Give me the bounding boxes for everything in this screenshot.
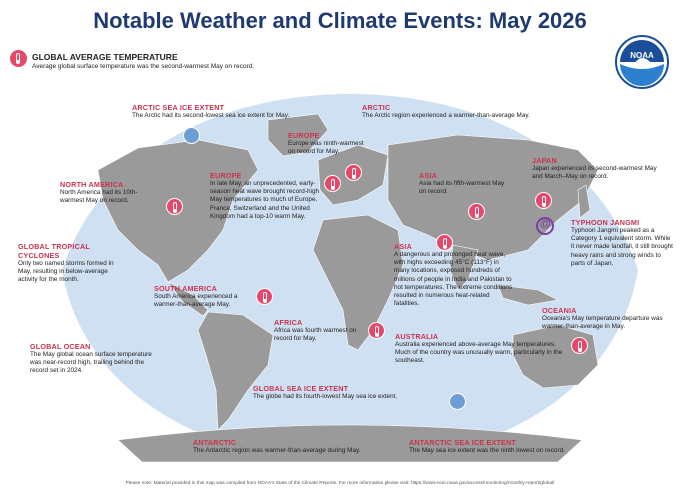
arctic-label: ARCTIC The Arctic region experienced a w… [362,103,572,120]
africa-temperature-icon [368,322,385,339]
tropical-cyclones-text: Only two named storms formed in May, res… [18,260,114,284]
japan-text: Japan experienced its second-warmest May… [532,165,657,181]
australia-label: AUSTRALIA Australia experienced above-av… [395,332,565,366]
global-temperature-icon [10,50,27,67]
africa-text: Africa was fourth warmest on record for … [274,327,357,343]
arctic-sea-ice-icon [183,127,200,144]
arctic-sea-ice-label: ARCTIC SEA ICE EXTENT The Arctic had its… [132,103,332,120]
arctic-sea-ice-heading: ARCTIC SEA ICE EXTENT [132,103,225,112]
tropical-cyclones-label: GLOBAL TROPICAL CYCLONES Only two named … [18,242,126,285]
oceania-label: OCEANIA Oceania's May temperature depart… [542,306,666,331]
asia-top-label: ASIA Asia had its fifth-warmest May on r… [419,171,511,196]
japan-heading: JAPAN [532,156,557,165]
europe-top-label: EUROPE Europe was ninth-warmest on recor… [288,131,366,156]
asia-heatwave-text: A dangerous and prolonged heat wave, wit… [394,251,513,308]
arctic-text: The Arctic region experienced a warmer-t… [362,112,530,119]
indonesia [497,284,559,306]
oceania-heading: OCEANIA [542,306,577,315]
europe-top-text: Europe was ninth-warmest on record for M… [288,140,364,156]
japan-temperature-icon [535,192,552,209]
antarctic-label: ANTARCTIC The Antarctic region was warme… [193,438,393,455]
asia-heatwave-label: ASIA A dangerous and prolonged heat wave… [394,242,516,308]
india-heatwave-icon [436,234,453,251]
oceania-temperature-icon [571,337,588,354]
global-sea-ice-heading: GLOBAL SEA ICE EXTENT [253,384,349,393]
africa [312,214,404,351]
europe-temperature-icon [345,164,362,181]
south-america-label: SOUTH AMERICA South America experienced … [154,284,260,309]
antarctic-sea-ice-text: The May sea ice extent was the ninth low… [409,447,565,454]
south-america-heading: SOUTH AMERICA [154,284,218,293]
north-america-text: North America had its 10th-warmest May o… [60,189,138,205]
europe-heatwave-label: EUROPE In late May, an unprecedented, ea… [210,171,330,221]
antarctic-heading: ANTARCTIC [193,438,237,447]
page-title: Notable Weather and Climate Events: May … [93,8,587,33]
global-ocean-text: The May global ocean surface temperature… [30,351,152,375]
typhoon-label: TYPHOON JANGMI Typhoon Jangmi peaked as … [571,218,675,268]
arctic-heading: ARCTIC [362,103,391,112]
africa-label: AFRICA Africa was fourth warmest on reco… [274,318,366,343]
central-america [167,281,209,317]
africa-heading: AFRICA [274,318,303,327]
antarctic-text: The Antarctic region was warmer-than-ave… [193,447,361,454]
arctic-sea-ice-text: The Arctic had its second-lowest sea ice… [132,112,290,119]
south-america-text: South America experienced a warmer-than-… [154,293,238,309]
typhoon-heading: TYPHOON JANGMI [571,218,640,227]
global-sea-ice-text: The globe had its fourth-lowest May sea … [253,393,398,400]
europe-heatwave-text: In late May, an unprecedented, early-sea… [210,180,320,220]
australia-heading: AUSTRALIA [395,332,439,341]
europe-heatwave-icon [324,175,341,192]
asia-top-text: Asia had its fifth-warmest May on record… [419,180,505,196]
europe-top-heading: EUROPE [288,131,320,140]
global-temperature-text: Average global surface temperature was t… [32,63,255,70]
asia-temperature-icon [468,203,485,220]
tropical-cyclones-heading: GLOBAL TROPICAL CYCLONES [18,242,90,260]
greenland [267,113,329,157]
australia-text: Australia experienced above-average May … [395,341,563,365]
noaa-logo-text: NOAA [630,51,654,60]
typhoon-icon [536,217,554,235]
north-america-label: NORTH AMERICA North America had its 10th… [60,180,160,205]
antarctic-sea-ice-label: ANTARCTIC SEA ICE EXTENT The May sea ice… [409,438,609,455]
footer-note: Please note: Material provided in this m… [125,481,555,486]
antarctic-sea-ice-icon [449,393,466,410]
global-ocean-label: GLOBAL OCEAN The May global ocean surfac… [30,342,158,376]
south-america-temperature-icon [256,288,273,305]
antarctica [117,424,583,463]
global-sea-ice-label: GLOBAL SEA ICE EXTENT The globe had its … [253,384,453,401]
north-america-heading: NORTH AMERICA [60,180,124,189]
japan-label: JAPAN Japan experienced its second-warme… [532,156,664,181]
asia-heatwave-heading: ASIA [394,242,412,251]
global-temperature-heading: GLOBAL AVERAGE TEMPERATURE [32,52,178,62]
europe-heatwave-heading: EUROPE [210,171,242,180]
typhoon-text: Typhoon Jangmi peaked as a Category 1 eq… [571,227,673,267]
japan [577,184,591,219]
india [449,244,479,291]
antarctic-sea-ice-heading: ANTARCTIC SEA ICE EXTENT [409,438,517,447]
noaa-logo: NOAA [615,35,669,89]
north-america-temperature-icon [166,198,183,215]
oceania-text: Oceania's May temperature departure was … [542,315,663,331]
asia-top-heading: ASIA [419,171,437,180]
south-america [197,311,274,431]
global-ocean-heading: GLOBAL OCEAN [30,342,91,351]
